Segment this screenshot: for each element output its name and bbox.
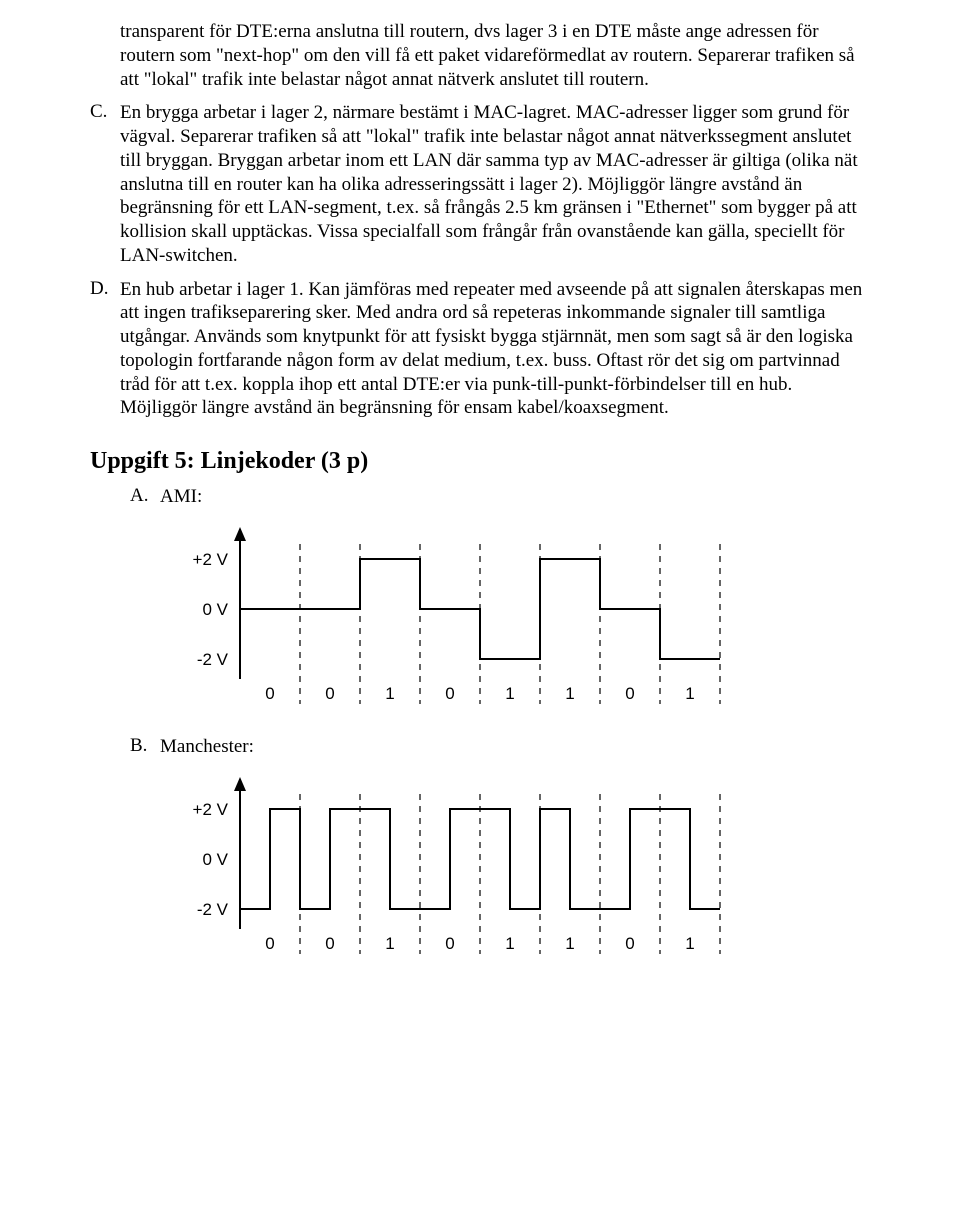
svg-text:1: 1 (565, 684, 574, 703)
svg-text:1: 1 (505, 934, 514, 953)
svg-text:1: 1 (685, 684, 694, 703)
list-body: AMI: (160, 485, 870, 509)
svg-text:+2 V: +2 V (193, 550, 229, 569)
manchester-svg: +2 V 0 V -2 V 0 0 1 0 1 1 0 1 (160, 769, 760, 969)
paragraph-continuation: transparent för DTE:erna anslutna till r… (120, 20, 870, 91)
svg-text:1: 1 (385, 934, 394, 953)
manchester-chart: +2 V 0 V -2 V 0 0 1 0 1 1 0 1 (160, 769, 870, 969)
svg-text:1: 1 (505, 684, 514, 703)
list-body: Manchester: (160, 735, 870, 759)
list-body: En brygga arbetar i lager 2, närmare bes… (120, 101, 870, 267)
list-item-c: C. En brygga arbetar i lager 2, närmare … (90, 101, 870, 267)
list-item-b: B. Manchester: (130, 735, 870, 759)
svg-text:0: 0 (265, 684, 274, 703)
svg-text:0 V: 0 V (202, 600, 228, 619)
svg-text:-2 V: -2 V (197, 900, 229, 919)
list-marker: C. (90, 101, 120, 267)
ami-chart: +2 V 0 V -2 V 0 0 1 0 1 1 0 1 (160, 519, 870, 719)
svg-text:0: 0 (325, 684, 334, 703)
list-marker: B. (130, 735, 160, 759)
svg-text:0: 0 (445, 684, 454, 703)
svg-text:-2 V: -2 V (197, 650, 229, 669)
list-item-d: D. En hub arbetar i lager 1. Kan jämföra… (90, 278, 870, 421)
svg-text:0: 0 (625, 934, 634, 953)
svg-text:+2 V: +2 V (193, 800, 229, 819)
list-item-a: A. AMI: (130, 485, 870, 509)
svg-text:0: 0 (325, 934, 334, 953)
ami-svg: +2 V 0 V -2 V 0 0 1 0 1 1 0 1 (160, 519, 760, 719)
list-body: En hub arbetar i lager 1. Kan jämföras m… (120, 278, 870, 421)
svg-text:1: 1 (385, 684, 394, 703)
list-marker: A. (130, 485, 160, 509)
svg-text:0 V: 0 V (202, 850, 228, 869)
svg-text:0: 0 (265, 934, 274, 953)
svg-text:0: 0 (625, 684, 634, 703)
list-marker: D. (90, 278, 120, 421)
svg-text:0: 0 (445, 934, 454, 953)
section-heading: Uppgift 5: Linjekoder (3 p) (90, 448, 870, 475)
svg-text:1: 1 (685, 934, 694, 953)
page: transparent för DTE:erna anslutna till r… (0, 0, 960, 1005)
svg-text:1: 1 (565, 934, 574, 953)
